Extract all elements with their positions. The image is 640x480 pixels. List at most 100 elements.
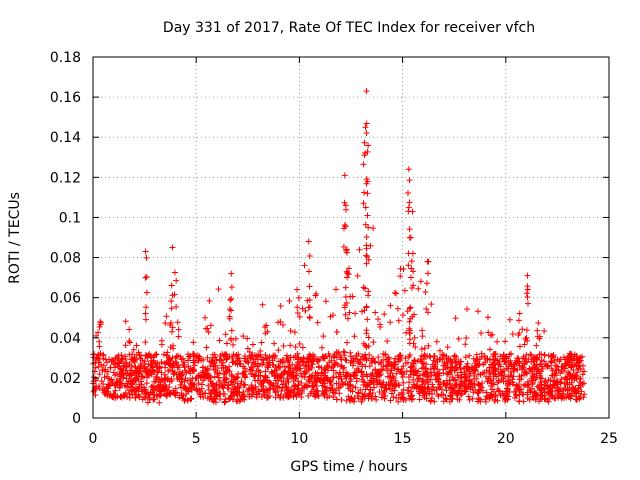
data-point bbox=[188, 395, 195, 402]
data-point bbox=[96, 323, 103, 330]
data-point bbox=[177, 381, 184, 388]
data-point bbox=[148, 357, 155, 364]
data-point bbox=[455, 335, 462, 342]
data-point bbox=[574, 369, 581, 376]
data-point bbox=[101, 368, 108, 375]
data-point bbox=[99, 367, 106, 374]
data-point bbox=[431, 387, 438, 394]
data-point bbox=[169, 292, 176, 299]
data-point bbox=[552, 362, 559, 369]
data-point bbox=[360, 340, 367, 347]
data-point bbox=[342, 311, 349, 318]
data-point bbox=[257, 372, 264, 379]
data-point bbox=[242, 368, 249, 375]
data-point bbox=[452, 315, 459, 322]
data-point bbox=[347, 394, 354, 401]
data-point bbox=[377, 381, 384, 388]
data-point bbox=[530, 395, 537, 402]
data-point bbox=[412, 343, 419, 350]
data-point bbox=[287, 327, 294, 334]
data-point bbox=[215, 286, 222, 293]
data-point bbox=[180, 361, 187, 368]
data-point bbox=[405, 384, 412, 391]
data-point bbox=[158, 358, 165, 365]
data-point bbox=[157, 392, 164, 399]
data-point bbox=[162, 361, 169, 368]
data-point bbox=[381, 392, 388, 399]
data-point bbox=[565, 386, 572, 393]
data-point bbox=[407, 234, 414, 241]
data-point bbox=[433, 338, 440, 345]
data-point bbox=[440, 391, 447, 398]
data-point bbox=[110, 369, 117, 376]
data-point bbox=[429, 381, 436, 388]
data-point bbox=[244, 358, 251, 365]
data-point bbox=[264, 355, 271, 362]
data-point bbox=[372, 366, 379, 373]
data-point bbox=[391, 289, 398, 296]
data-point bbox=[373, 396, 380, 403]
data-point bbox=[397, 352, 404, 359]
data-point bbox=[356, 246, 363, 253]
data-point bbox=[355, 367, 362, 374]
data-point bbox=[269, 369, 276, 376]
data-point bbox=[352, 310, 359, 317]
data-point bbox=[404, 308, 411, 315]
data-point bbox=[117, 366, 124, 373]
data-point bbox=[577, 379, 584, 386]
data-point bbox=[458, 391, 465, 398]
data-point bbox=[518, 386, 525, 393]
data-point bbox=[409, 250, 416, 257]
data-point bbox=[464, 374, 471, 381]
data-point bbox=[177, 372, 184, 379]
data-point bbox=[143, 304, 150, 311]
data-point bbox=[368, 355, 375, 362]
data-point bbox=[447, 385, 454, 392]
data-point bbox=[298, 380, 305, 387]
data-point bbox=[182, 375, 189, 382]
data-point bbox=[407, 315, 414, 322]
y-tick-label: 0.12 bbox=[50, 170, 81, 186]
data-point bbox=[148, 384, 155, 391]
data-point bbox=[284, 371, 291, 378]
data-point bbox=[198, 385, 205, 392]
data-point bbox=[216, 377, 223, 384]
data-point bbox=[126, 372, 133, 379]
data-point bbox=[305, 238, 312, 245]
data-point bbox=[518, 376, 525, 383]
data-point bbox=[419, 333, 426, 340]
data-point bbox=[327, 378, 334, 385]
data-point bbox=[171, 269, 178, 276]
data-point bbox=[262, 352, 269, 359]
data-point bbox=[526, 387, 533, 394]
data-point bbox=[306, 378, 313, 385]
data-point bbox=[324, 394, 331, 401]
data-point bbox=[222, 331, 229, 338]
data-point bbox=[424, 385, 431, 392]
data-point bbox=[194, 352, 201, 359]
data-point bbox=[514, 367, 521, 374]
data-point bbox=[133, 374, 140, 381]
data-point bbox=[387, 362, 394, 369]
data-point bbox=[288, 373, 295, 379]
chart-title: Day 331 of 2017, Rate Of TEC Index for r… bbox=[163, 20, 535, 36]
tick-labels: 0 5 10 15 20 25 0 0.02 0.04 0.06 0.08 0.1 0.12 0.14 0.… bbox=[50, 50, 618, 447]
data-point bbox=[341, 349, 348, 356]
data-point bbox=[524, 300, 531, 307]
data-point bbox=[465, 365, 472, 372]
data-point bbox=[508, 350, 515, 357]
data-point bbox=[136, 365, 143, 372]
data-point bbox=[535, 384, 542, 391]
y-tick-label: 0.04 bbox=[50, 331, 81, 347]
data-point bbox=[406, 336, 413, 343]
data-point bbox=[542, 396, 549, 403]
data-point bbox=[158, 387, 165, 394]
data-point bbox=[133, 342, 140, 349]
data-point bbox=[462, 341, 469, 348]
data-point bbox=[355, 350, 362, 357]
data-point bbox=[328, 357, 335, 364]
data-point bbox=[286, 297, 293, 304]
data-point bbox=[563, 376, 570, 383]
data-point bbox=[357, 357, 364, 364]
data-point bbox=[108, 376, 115, 383]
